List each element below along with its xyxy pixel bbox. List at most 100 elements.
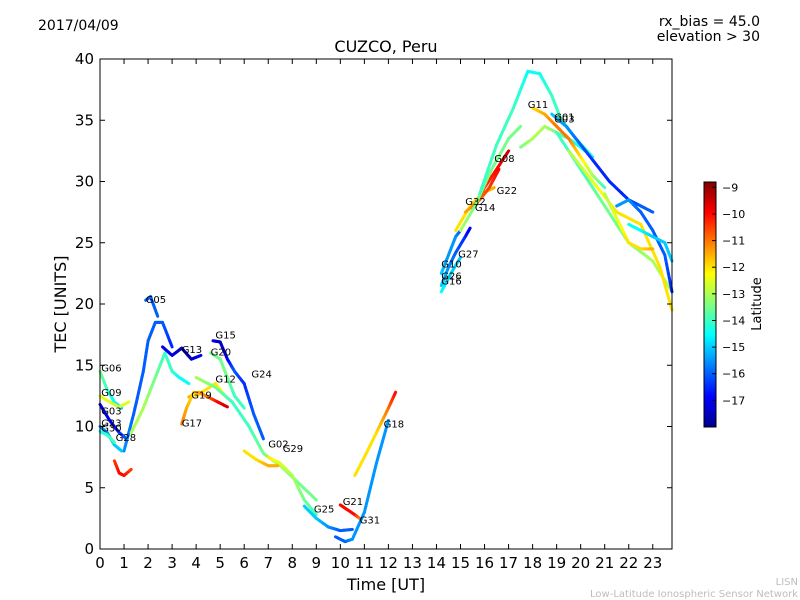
sat-label-g28: G28 (116, 433, 136, 444)
trace-segment (505, 149, 511, 155)
sat-label-g17: G17 (182, 419, 202, 430)
trace-segment (186, 381, 191, 386)
sat-label-g24: G24 (251, 370, 271, 381)
x-tick-label: 4 (191, 554, 201, 572)
colorbar-tick-label: −11 (722, 235, 745, 248)
y-axis-label: TEC [UNITS] (51, 256, 70, 354)
sat-label-g21: G21 (343, 497, 363, 508)
x-tick-label: 2 (143, 554, 153, 572)
x-tick-label: 16 (475, 554, 494, 572)
sat-label-g30: G30 (101, 423, 121, 434)
colorbar-ticks: −9 −10 −11 −12 −13 −14 −15 −16 −17 (712, 181, 745, 407)
x-tick-label: 1 (119, 554, 129, 572)
series-g16 (129, 351, 191, 435)
trace-segment (649, 209, 655, 214)
series-g05 (122, 320, 174, 453)
x-tick-label: 21 (595, 554, 614, 572)
sat-label-g11: G11 (528, 100, 548, 111)
trace-segment (468, 226, 472, 231)
sat-label-g08: G08 (494, 154, 514, 165)
sat-label-g01: G01 (554, 112, 574, 123)
series-g31 (334, 418, 390, 544)
x-tick-label: 20 (571, 554, 590, 572)
series-g26 (439, 226, 472, 288)
colorbar-tick-label: −13 (722, 288, 745, 301)
trace-segment (517, 124, 523, 130)
y-tick-label: 10 (75, 418, 94, 436)
sat-label-g26: G26 (441, 272, 461, 283)
colorbar: −9 −10 −11 −12 −13 −14 −15 −16 −17 Latitude (703, 181, 765, 428)
y-tick-label: 35 (75, 111, 94, 129)
series-layer (98, 69, 674, 544)
sat-label-g12: G12 (215, 374, 235, 385)
trace-segment (119, 448, 124, 453)
trace-segment (496, 167, 501, 173)
trace-segment (393, 390, 398, 396)
colorbar-tick-label: −10 (722, 208, 745, 221)
series-g21 (338, 503, 362, 520)
trace-segment (155, 312, 160, 318)
trace-segment (357, 516, 362, 520)
colorbar-tick-label: −14 (722, 315, 745, 328)
x-tick-label: 15 (451, 554, 470, 572)
x-tick-label: 0 (95, 554, 105, 572)
colorbar-tick-label: −15 (722, 341, 745, 354)
series-g25 (302, 504, 354, 533)
trace-segment (312, 496, 318, 502)
sat-label-g03: G03 (554, 115, 574, 126)
series-g15 (211, 339, 265, 441)
trace-segment (385, 418, 390, 428)
sat-label-g14: G14 (475, 203, 495, 214)
series-g17b (603, 192, 655, 251)
rx-bias-label: rx_bias = 45.0 (658, 14, 760, 30)
series-g24 (194, 376, 318, 502)
series-g05b (144, 295, 160, 318)
chart-title: CUZCO, Peru (334, 37, 437, 56)
sat-label-g06: G06 (101, 363, 121, 374)
series-g28 (112, 459, 133, 477)
x-tick-label: 12 (379, 554, 398, 572)
axes: 0 1 2 3 4 5 6 7 8 9 10 11 12 13 14 15 16 17 18 19 20 21 22 2305… (75, 50, 672, 572)
sat-label-g20: G20 (211, 347, 231, 358)
series-g13 (161, 345, 203, 361)
y-tick-label: 20 (75, 295, 94, 313)
trace-segment (224, 404, 229, 409)
sat-label-g16: G16 (441, 276, 461, 287)
colorbar-label: Latitude (750, 277, 765, 331)
trace-segment (491, 186, 496, 190)
series-g07 (550, 112, 655, 214)
trace-segment (457, 255, 462, 261)
x-tick-label: 23 (643, 554, 662, 572)
colorbar-gradient (703, 181, 717, 428)
trace-segment (589, 154, 595, 159)
colorbar-tick-label: −17 (722, 394, 745, 407)
sat-label-g25: G25 (314, 504, 334, 515)
series-g23b (567, 149, 674, 312)
y-tick-label: 15 (75, 356, 94, 374)
elevation-label: elevation > 30 (656, 29, 760, 45)
trace-segment (601, 184, 607, 190)
series-g29 (266, 455, 318, 517)
sat-label-g32: G32 (465, 197, 485, 208)
colorbar-tick-label: −16 (722, 368, 745, 381)
x-tick-label: 19 (547, 554, 566, 572)
sat-label-g22: G22 (497, 186, 517, 197)
series-g03b (531, 106, 607, 190)
sat-label-g27: G27 (458, 249, 478, 260)
date-label: 2017/04/09 (38, 18, 119, 34)
series-g01 (519, 124, 595, 159)
series-g09 (98, 394, 131, 409)
x-tick-label: 8 (287, 554, 297, 572)
sat-label-g23: G23 (101, 419, 121, 430)
x-tick-label: 11 (355, 554, 374, 572)
series-g09b (615, 198, 674, 294)
x-tick-label: 9 (312, 554, 322, 572)
sat-label-g03: G03 (101, 406, 121, 417)
sat-label-g13: G13 (182, 345, 202, 356)
x-tick-label: 13 (403, 554, 422, 572)
sat-label-g29: G29 (283, 444, 303, 455)
y-tick-label: 30 (75, 173, 94, 191)
x-tick-label: 17 (499, 554, 518, 572)
sat-label-g31: G31 (360, 515, 380, 526)
